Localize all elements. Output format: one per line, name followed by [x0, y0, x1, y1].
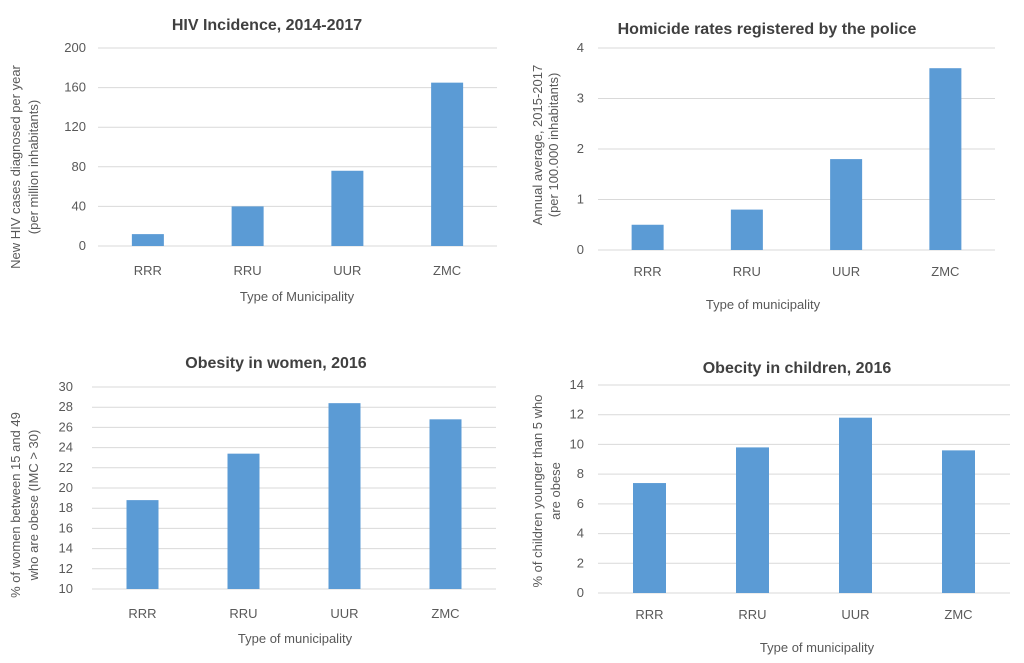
x-axis-label: Type of Municipality — [240, 289, 355, 304]
plot-area: 0 1 2 3 4 RRR RRU UUR ZMC — [577, 40, 995, 279]
y-tick-label: 10 — [570, 436, 584, 451]
x-tick-label: ZMC — [944, 607, 972, 622]
x-tick-label: UUR — [330, 606, 358, 621]
chart-obesity-children: Obecity in children, 2016 % of children … — [530, 360, 1010, 655]
y-tick-label: 0 — [577, 585, 584, 600]
y-tick-label: 30 — [59, 379, 73, 394]
y-tick-label: 200 — [64, 40, 86, 55]
bar-uur — [830, 159, 863, 250]
y-tick-label: 1 — [577, 192, 584, 207]
x-tick-label: RRR — [134, 263, 162, 278]
bar-rru — [227, 453, 260, 589]
chart-homicide-rates: Homicide rates registered by the police … — [530, 21, 995, 312]
x-tick-label: RRR — [634, 264, 662, 279]
y-tick-label: 26 — [59, 419, 73, 434]
bar-rrr — [631, 224, 664, 250]
chart-hiv-incidence: HIV Incidence, 2014-2017 New HIV cases d… — [8, 17, 497, 304]
bar-rru — [736, 447, 769, 593]
y-axis-label-line-1: Annual average, 2015-2017 — [530, 65, 545, 225]
y-tick-label: 24 — [59, 440, 73, 455]
y-tick-label: 16 — [59, 520, 73, 535]
x-tick-label: UUR — [841, 607, 869, 622]
y-tick-label: 14 — [59, 541, 73, 556]
bar-zmc — [929, 68, 962, 250]
x-tick-label: ZMC — [433, 263, 461, 278]
x-axis-label: Type of municipality — [760, 640, 875, 655]
x-tick-label: RRU — [229, 606, 257, 621]
y-axis-label-line-2: (per 100.000 inhabitants) — [546, 73, 561, 218]
bar-zmc — [429, 419, 462, 589]
chart-title: Obesity in women, 2016 — [185, 355, 367, 372]
x-tick-label: RRU — [234, 263, 262, 278]
chart-title: Obecity in children, 2016 — [703, 360, 892, 377]
bar-uur — [328, 403, 361, 589]
y-axis-label: % of children younger than 5 who are obe… — [530, 395, 563, 588]
y-tick-label: 14 — [570, 377, 584, 392]
x-tick-label: RRU — [738, 607, 766, 622]
chart-obesity-women: Obesity in women, 2016 % of women betwee… — [8, 355, 496, 646]
x-tick-label: UUR — [333, 263, 361, 278]
plot-area: 0 2 4 6 8 10 12 14 RRR RRU UUR ZMC — [570, 377, 1010, 622]
x-tick-label: ZMC — [431, 606, 459, 621]
y-axis-label-line-1: % of children younger than 5 who — [530, 395, 545, 588]
y-axis-label-line-2: (per million inhabitants) — [26, 100, 41, 234]
y-tick-label: 28 — [59, 399, 73, 414]
y-tick-label: 10 — [59, 581, 73, 596]
y-axis-label-line-1: New HIV cases diagnosed per year — [8, 64, 23, 268]
y-tick-label: 3 — [577, 91, 584, 106]
x-tick-label: UUR — [832, 264, 860, 279]
plot-area: 10 12 14 16 18 20 22 24 26 28 30 RRR RRU UUR ZMC — [59, 379, 496, 621]
x-axis-label: Type of municipality — [706, 297, 821, 312]
y-tick-label: 0 — [577, 242, 584, 257]
chart-title: HIV Incidence, 2014-2017 — [172, 17, 362, 34]
bar-uur — [331, 170, 364, 246]
y-axis-label: % of women between 15 and 49 who are obe… — [8, 412, 41, 598]
y-tick-label: 80 — [72, 159, 86, 174]
bar-rrr — [131, 234, 164, 246]
x-tick-label: ZMC — [931, 264, 959, 279]
y-tick-label: 4 — [577, 526, 584, 541]
y-axis-label-line-2: who are obese (IMC > 30) — [26, 430, 41, 582]
y-tick-label: 0 — [79, 238, 86, 253]
x-tick-label: RRR — [128, 606, 156, 621]
y-tick-label: 40 — [72, 198, 86, 213]
y-axis-label: New HIV cases diagnosed per year (per mi… — [8, 64, 41, 268]
bar-uur — [839, 417, 872, 593]
y-tick-label: 20 — [59, 480, 73, 495]
y-tick-label: 12 — [59, 561, 73, 576]
bar-rrr — [126, 500, 159, 589]
x-tick-label: RRR — [635, 607, 663, 622]
y-tick-label: 120 — [64, 119, 86, 134]
chart-title: Homicide rates registered by the police — [618, 21, 917, 38]
x-axis-label: Type of municipality — [238, 631, 353, 646]
bar-rru — [231, 206, 264, 246]
x-tick-label: RRU — [733, 264, 761, 279]
plot-area: 0 40 80 120 160 200 RRR RRU UUR ZMC — [64, 40, 497, 278]
y-tick-label: 18 — [59, 500, 73, 515]
y-axis-label-line-2: are obese — [548, 462, 563, 520]
y-axis-label: Annual average, 2015-2017 (per 100.000 i… — [530, 65, 561, 225]
y-tick-label: 2 — [577, 555, 584, 570]
y-tick-label: 22 — [59, 460, 73, 475]
bar-zmc — [431, 82, 464, 247]
bar-rru — [730, 209, 763, 250]
y-tick-label: 4 — [577, 40, 584, 55]
y-axis-label-line-1: % of women between 15 and 49 — [8, 412, 23, 598]
bar-zmc — [942, 450, 975, 593]
y-tick-label: 160 — [64, 80, 86, 95]
y-tick-label: 6 — [577, 496, 584, 511]
y-tick-label: 12 — [570, 407, 584, 422]
y-tick-label: 2 — [577, 141, 584, 156]
y-tick-label: 8 — [577, 466, 584, 481]
bar-rrr — [633, 483, 666, 593]
